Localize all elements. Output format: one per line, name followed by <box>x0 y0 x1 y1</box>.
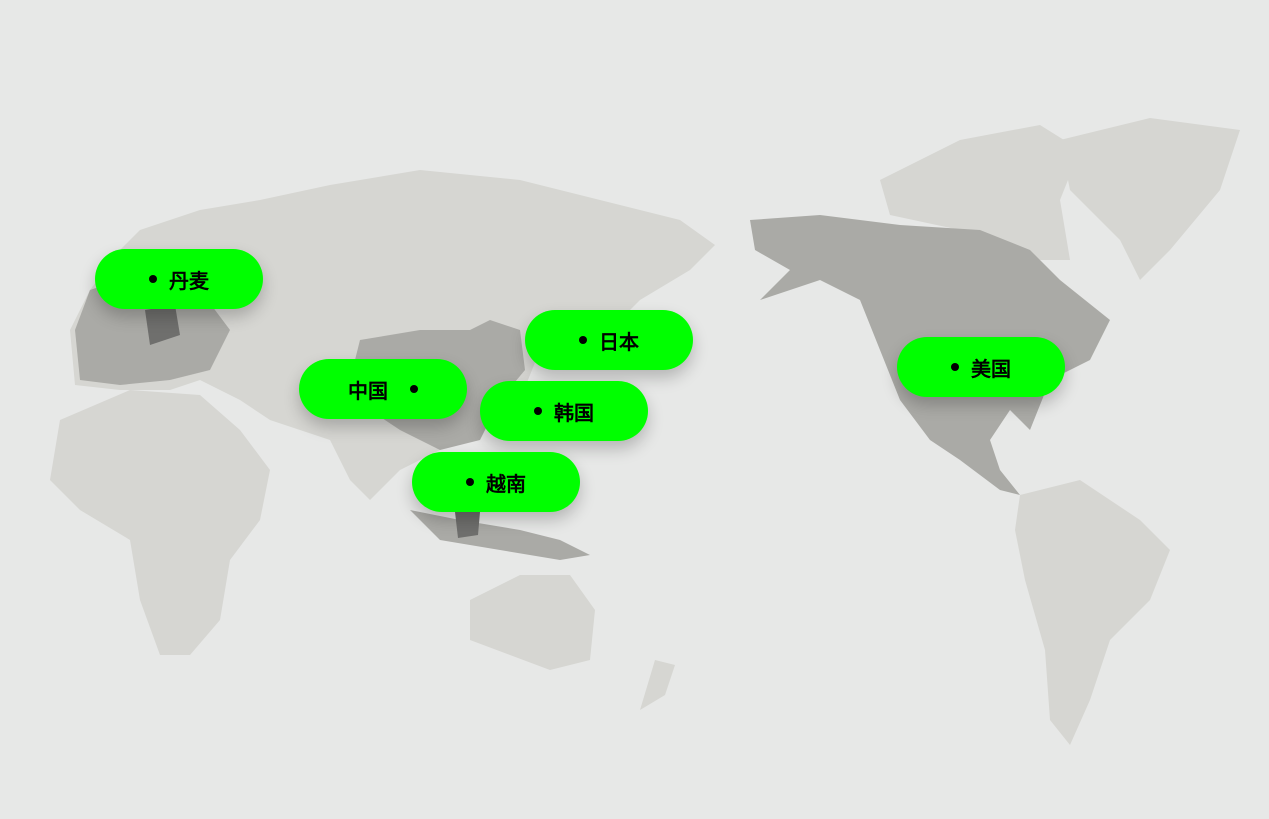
dot-icon <box>951 363 959 371</box>
germany-region <box>145 305 180 345</box>
marker-label: 韩国 <box>554 400 594 425</box>
dot-icon <box>579 336 587 344</box>
marker-usa[interactable]: 美国 <box>897 337 1065 397</box>
dot-icon <box>466 478 474 486</box>
canada-arctic <box>880 125 1080 260</box>
vietnam-region <box>455 512 480 538</box>
marker-china[interactable]: 中国 <box>299 359 467 419</box>
marker-vietnam[interactable]: 越南 <box>412 452 580 512</box>
marker-label: 日本 <box>599 329 639 354</box>
marker-label: 中国 <box>348 378 388 403</box>
dot-icon <box>534 407 542 415</box>
marker-label: 丹麦 <box>169 268 209 293</box>
marker-label: 美国 <box>971 356 1011 381</box>
marker-label: 越南 <box>486 471 526 496</box>
marker-denmark[interactable]: 丹麦 <box>95 249 263 309</box>
marker-japan[interactable]: 日本 <box>525 310 693 370</box>
southeast-asia <box>410 510 590 560</box>
dot-icon <box>149 275 157 283</box>
australia <box>470 575 595 670</box>
africa <box>50 390 270 655</box>
new-zealand <box>640 660 675 710</box>
dot-icon <box>410 385 418 393</box>
greenland <box>1060 118 1240 280</box>
south-america <box>1015 480 1170 745</box>
marker-korea[interactable]: 韩国 <box>480 381 648 441</box>
